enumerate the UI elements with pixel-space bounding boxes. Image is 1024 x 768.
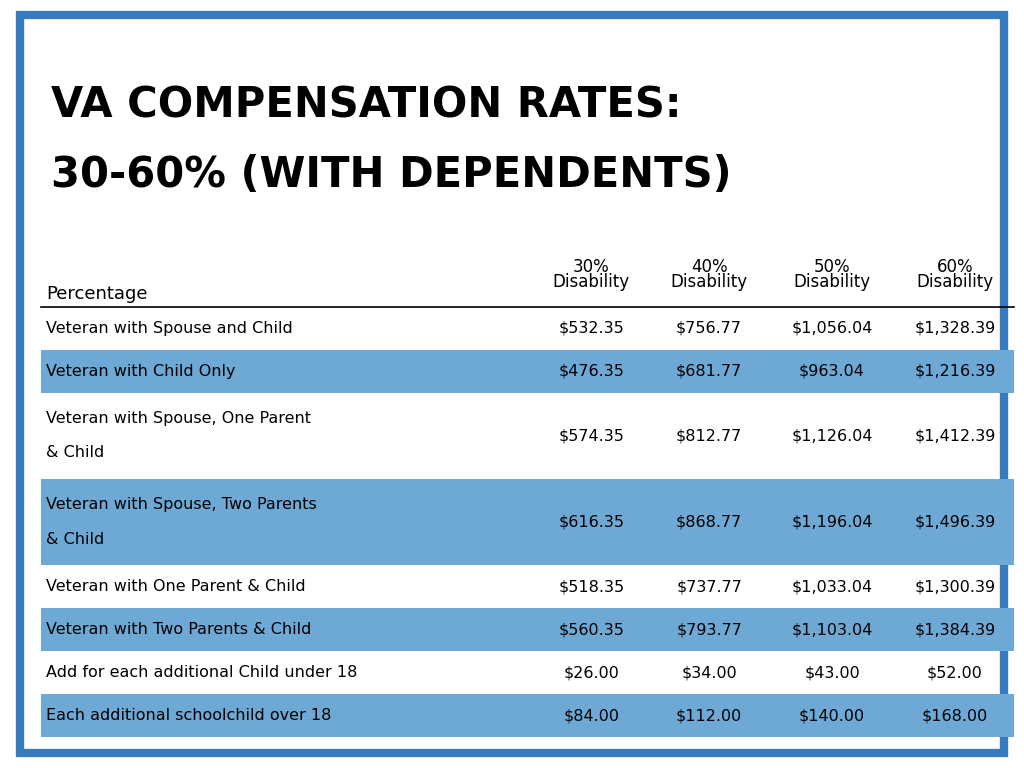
Text: $168.00: $168.00	[922, 708, 988, 723]
Text: VA COMPENSATION RATES:: VA COMPENSATION RATES:	[51, 84, 682, 127]
Text: $518.35: $518.35	[558, 579, 625, 594]
Text: 30%: 30%	[573, 257, 609, 276]
Bar	[41, 349, 1014, 392]
Bar	[41, 608, 1014, 651]
Text: Percentage: Percentage	[46, 285, 147, 303]
Text: 60%: 60%	[937, 257, 973, 276]
Text: $737.77: $737.77	[676, 579, 742, 594]
Text: 50%: 50%	[814, 257, 850, 276]
Text: $26.00: $26.00	[563, 665, 620, 680]
Text: 40%: 40%	[691, 257, 727, 276]
Text: $1,300.39: $1,300.39	[914, 579, 995, 594]
Text: $84.00: $84.00	[563, 708, 620, 723]
Text: Disability: Disability	[794, 273, 870, 291]
Text: $112.00: $112.00	[676, 708, 742, 723]
Text: $1,384.39: $1,384.39	[914, 622, 995, 637]
Text: $1,126.04: $1,126.04	[792, 429, 872, 443]
Bar	[41, 694, 1014, 737]
Text: $1,196.04: $1,196.04	[792, 515, 872, 529]
Text: & Child: & Child	[46, 531, 104, 547]
Text: $1,216.39: $1,216.39	[914, 363, 995, 379]
Text: $616.35: $616.35	[558, 515, 625, 529]
Text: Veteran with Child Only: Veteran with Child Only	[46, 363, 236, 379]
Text: 30-60% (WITH DEPENDENTS): 30-60% (WITH DEPENDENTS)	[51, 154, 732, 196]
Text: $574.35: $574.35	[558, 429, 625, 443]
Text: $52.00: $52.00	[927, 665, 983, 680]
Text: & Child: & Child	[46, 445, 104, 461]
Text: Each additional schoolchild over 18: Each additional schoolchild over 18	[46, 708, 332, 723]
FancyBboxPatch shape	[20, 15, 1004, 753]
Bar	[41, 478, 1014, 565]
Text: Disability: Disability	[553, 273, 630, 291]
Text: Veteran with Spouse, One Parent: Veteran with Spouse, One Parent	[46, 411, 311, 426]
Text: $140.00: $140.00	[799, 708, 865, 723]
Text: $963.04: $963.04	[799, 363, 865, 379]
Text: $868.77: $868.77	[676, 515, 742, 529]
Text: $681.77: $681.77	[676, 363, 742, 379]
Text: Veteran with Spouse and Child: Veteran with Spouse and Child	[46, 320, 293, 336]
Text: $793.77: $793.77	[676, 622, 742, 637]
Text: $1,412.39: $1,412.39	[914, 429, 995, 443]
Text: $1,056.04: $1,056.04	[792, 320, 872, 336]
Text: $812.77: $812.77	[676, 429, 742, 443]
Text: Disability: Disability	[671, 273, 748, 291]
Text: $476.35: $476.35	[558, 363, 625, 379]
Text: $560.35: $560.35	[558, 622, 625, 637]
Text: $532.35: $532.35	[558, 320, 625, 336]
Text: Add for each additional Child under 18: Add for each additional Child under 18	[46, 665, 357, 680]
Text: $34.00: $34.00	[681, 665, 737, 680]
Text: Disability: Disability	[916, 273, 993, 291]
Text: Veteran with One Parent & Child: Veteran with One Parent & Child	[46, 579, 306, 594]
Text: Veteran with Spouse, Two Parents: Veteran with Spouse, Two Parents	[46, 497, 316, 512]
Text: $1,328.39: $1,328.39	[914, 320, 995, 336]
Text: $756.77: $756.77	[676, 320, 742, 336]
Text: $1,103.04: $1,103.04	[792, 622, 872, 637]
Text: $43.00: $43.00	[804, 665, 860, 680]
Text: $1,496.39: $1,496.39	[914, 515, 995, 529]
Text: $1,033.04: $1,033.04	[792, 579, 872, 594]
Text: Veteran with Two Parents & Child: Veteran with Two Parents & Child	[46, 622, 311, 637]
